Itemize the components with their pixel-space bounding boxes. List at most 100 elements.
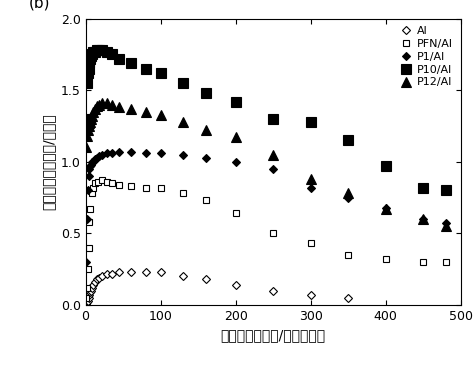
P12/Al — [85, 128, 91, 132]
P12/Al — [86, 124, 91, 128]
PFN/Al — [233, 211, 238, 216]
P12/Al — [88, 117, 94, 121]
Al — [203, 277, 209, 282]
P1/Al — [128, 150, 133, 154]
PFN/Al — [95, 180, 101, 184]
Al — [90, 283, 96, 287]
P10/Al — [89, 52, 95, 57]
P1/Al — [84, 260, 89, 264]
P10/Al — [142, 67, 148, 71]
P12/Al — [158, 112, 163, 117]
P12/Al — [96, 102, 102, 107]
Al — [116, 270, 122, 274]
PFN/Al — [104, 180, 109, 184]
P1/Al — [180, 153, 186, 157]
P12/Al — [109, 102, 114, 107]
Al — [345, 296, 351, 300]
P1/Al — [203, 155, 209, 160]
P1/Al — [94, 155, 100, 160]
P10/Al — [270, 117, 276, 121]
Al — [89, 286, 95, 290]
PFN/Al — [87, 207, 93, 211]
P1/Al — [158, 151, 163, 155]
P1/Al — [345, 195, 351, 200]
Al — [109, 271, 114, 276]
P1/Al — [116, 150, 122, 154]
P12/Al — [203, 128, 209, 132]
Line: PFN/Al: PFN/Al — [83, 177, 449, 301]
P1/Al — [443, 221, 448, 226]
Al — [85, 298, 91, 303]
Al — [84, 300, 90, 304]
P12/Al — [84, 134, 90, 138]
Al — [88, 289, 94, 293]
P10/Al — [233, 99, 238, 104]
P1/Al — [383, 205, 389, 210]
PFN/Al — [308, 241, 314, 246]
PFN/Al — [443, 260, 448, 264]
PFN/Al — [420, 260, 426, 264]
P1/Al — [99, 153, 105, 157]
P12/Al — [90, 109, 96, 114]
PFN/Al — [84, 296, 89, 300]
P1/Al — [270, 167, 276, 171]
P12/Al — [420, 217, 426, 221]
Al — [158, 270, 163, 274]
P10/Al — [94, 48, 100, 52]
P10/Al — [308, 119, 314, 124]
P10/Al — [86, 67, 91, 71]
P12/Al — [383, 207, 389, 211]
P10/Al — [84, 117, 89, 121]
Line: P10/Al: P10/Al — [82, 46, 450, 195]
P12/Al — [233, 135, 238, 140]
P1/Al — [92, 157, 97, 161]
PFN/Al — [142, 185, 148, 190]
Line: P1/Al: P1/Al — [84, 149, 448, 265]
P1/Al — [308, 185, 314, 190]
Al — [308, 293, 314, 297]
Al — [128, 270, 133, 274]
Al — [86, 293, 92, 297]
PFN/Al — [89, 191, 95, 196]
P12/Al — [84, 145, 89, 150]
PFN/Al — [93, 181, 98, 186]
P10/Al — [158, 71, 163, 75]
P1/Al — [142, 151, 148, 155]
PFN/Al — [84, 286, 90, 290]
P10/Al — [92, 49, 97, 54]
Al — [96, 276, 102, 280]
PFN/Al — [116, 183, 122, 187]
P1/Al — [88, 163, 94, 167]
PFN/Al — [85, 267, 91, 272]
P12/Al — [92, 107, 97, 111]
PFN/Al — [345, 253, 351, 257]
P12/Al — [94, 104, 100, 108]
PFN/Al — [86, 246, 91, 250]
P12/Al — [270, 153, 276, 157]
Y-axis label: 流明效率（坤德拉/安培）: 流明效率（坤德拉/安培） — [41, 113, 55, 210]
P1/Al — [86, 167, 92, 171]
P1/Al — [84, 217, 90, 221]
Al — [84, 301, 89, 306]
P12/Al — [142, 109, 148, 114]
P12/Al — [128, 107, 133, 111]
PFN/Al — [180, 191, 186, 196]
P12/Al — [180, 119, 186, 124]
Al — [92, 280, 97, 284]
P1/Al — [86, 174, 91, 179]
P10/Al — [345, 138, 351, 142]
P10/Al — [116, 57, 122, 61]
Line: P12/Al: P12/Al — [82, 99, 450, 231]
Al — [233, 283, 238, 287]
P1/Al — [109, 151, 114, 155]
P12/Al — [104, 101, 109, 105]
P1/Al — [85, 188, 91, 193]
Al — [270, 289, 276, 293]
P10/Al — [87, 57, 93, 61]
P12/Al — [116, 105, 122, 110]
P10/Al — [84, 81, 90, 85]
P10/Al — [104, 49, 109, 54]
Text: (b): (b) — [29, 0, 51, 10]
P10/Al — [128, 61, 133, 65]
PFN/Al — [109, 181, 114, 186]
